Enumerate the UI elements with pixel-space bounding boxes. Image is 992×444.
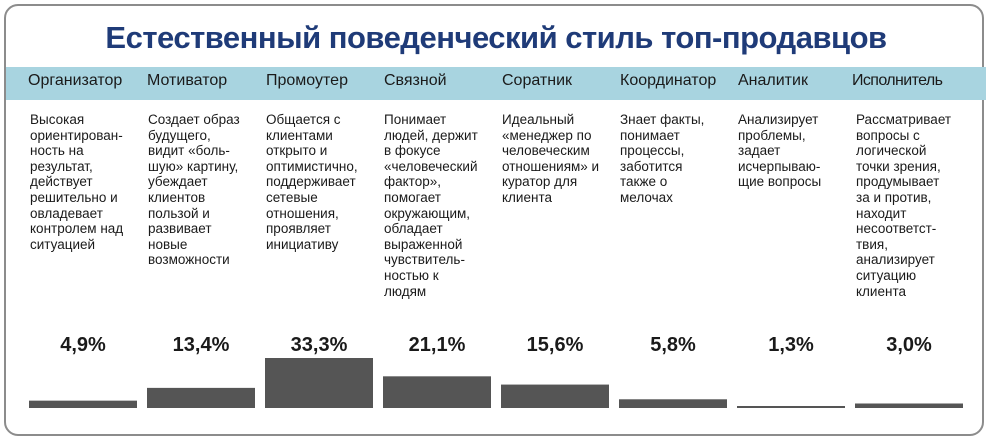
- bar-value-label: 5,8%: [650, 334, 696, 356]
- category-label: Связной: [384, 72, 447, 89]
- category-label: Соратник: [502, 72, 572, 89]
- category-label: Организатор: [28, 72, 123, 89]
- bar-5: [501, 384, 609, 408]
- category-description: Знает факты, понимает процессы, заботитс…: [620, 112, 705, 205]
- bar-value-label: 3,0%: [886, 334, 932, 356]
- category-header-band: [6, 67, 986, 100]
- category-label: Мотиватор: [147, 72, 228, 89]
- category-description: Общается с клиентами открыто и оптимисти…: [266, 112, 358, 252]
- category-description: Идеальный «менеджер по человеческим отно…: [502, 112, 600, 205]
- chart-title: Естественный поведенческий стиль топ-про…: [105, 20, 887, 55]
- bar-4: [383, 376, 491, 408]
- category-description: Понимает людей, держит в фокусе «человеч…: [384, 112, 478, 299]
- bar-7: [737, 406, 845, 408]
- category-label: Промоутер: [266, 72, 348, 89]
- bar-2: [147, 387, 255, 408]
- category-description: Создает образ будущего, видит «боль- шую…: [148, 112, 240, 268]
- bar-value-label: 21,1%: [408, 334, 466, 356]
- bar-value-label: 13,4%: [172, 334, 230, 356]
- category-description: Рассматривает вопросы с логической точки…: [856, 112, 952, 299]
- bar-6: [619, 399, 727, 408]
- bar-value-label: 33,3%: [290, 334, 348, 356]
- bar-value-label: 4,9%: [60, 334, 106, 356]
- bar-8: [855, 403, 963, 408]
- category-description: Анализирует проблемы, задает исчерпываю-…: [738, 112, 822, 190]
- bar-1: [29, 400, 137, 408]
- bar-value-label: 1,3%: [768, 334, 814, 356]
- category-label: Аналитик: [738, 72, 808, 89]
- category-label: Координатор: [620, 72, 717, 89]
- bar-value-label: 15,6%: [526, 334, 584, 356]
- category-description: Высокая ориентирован- ность на результат…: [30, 112, 124, 252]
- category-label: Исполнитель: [852, 72, 943, 89]
- bar-3: [265, 358, 373, 408]
